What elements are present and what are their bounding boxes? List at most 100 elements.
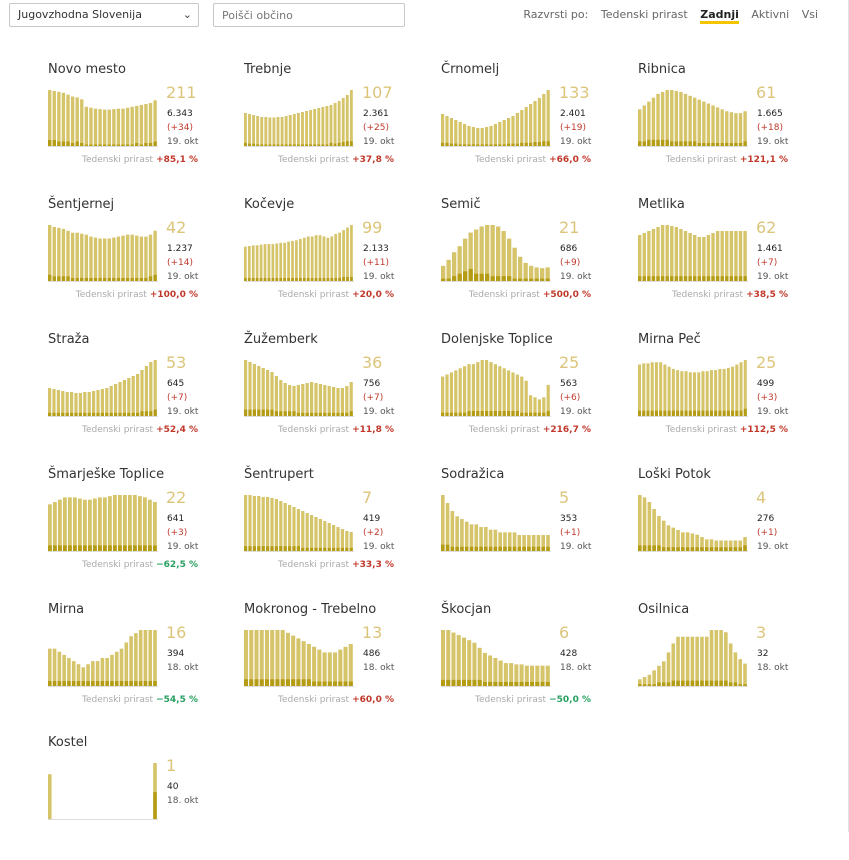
- new-cases-bar: [498, 681, 503, 686]
- municipality-card[interactable]: Šentjernej 42 1.237 (+14) 19. okt Tedenski pr…: [48, 197, 218, 322]
- municipality-card[interactable]: Novo mesto 211 6.343 (+34) 19. okt Tedenski p…: [48, 62, 218, 187]
- weekly-growth-value: +66,0 %: [549, 155, 591, 165]
- region-select[interactable]: Jugovzhodna Slovenija ⌄: [9, 3, 199, 27]
- new-cases-bar: [743, 408, 747, 416]
- municipality-card[interactable]: Trebnje 107 2.361 (+25) 19. okt Tedenski prir…: [244, 62, 414, 187]
- municipality-card[interactable]: Mokronog - Trebelno 13 486 18. okt Tedenski …: [244, 602, 414, 727]
- active-bar: [706, 235, 711, 281]
- sort-latest[interactable]: Zadnji: [700, 8, 739, 24]
- active-bar: [729, 112, 734, 146]
- last-update-date: 19. okt: [363, 542, 395, 552]
- active-bar: [138, 630, 143, 686]
- new-cases-bar: [95, 681, 100, 686]
- municipality-card[interactable]: Šmarješke Toplice 22 641 (+3) 19. okt Tedensk…: [48, 467, 218, 592]
- new-cases-bar: [296, 144, 300, 146]
- new-cases-bar: [350, 276, 353, 281]
- municipality-card[interactable]: Loški Potok 4 276 (+1) 19. okt: [638, 467, 808, 592]
- search-input[interactable]: [213, 3, 405, 27]
- active-bar: [702, 237, 706, 281]
- municipality-card[interactable]: Kostel 1 40 18. okt: [48, 735, 218, 860]
- sort-active[interactable]: Aktivni: [751, 8, 790, 21]
- new-cases-bar: [83, 412, 87, 416]
- municipality-card[interactable]: Kočevje 99 2.133 (+11) 19. okt Tedenski prira…: [244, 197, 414, 322]
- municipality-card[interactable]: Metlika 62 1.461 (+7) 19. okt Tedenski priras…: [638, 197, 808, 322]
- new-cases-bar: [541, 546, 546, 551]
- latest-active-count: 107: [362, 83, 393, 102]
- new-cases-bar: [144, 143, 148, 146]
- active-bar: [517, 535, 522, 551]
- active-bar: [474, 524, 479, 551]
- new-cases-bar: [652, 684, 656, 686]
- active-bar: [718, 368, 722, 416]
- municipality-card[interactable]: Semič 21 686 (+9) 19. okt Tedenski prirast +50…: [441, 197, 611, 322]
- active-bar: [451, 632, 456, 686]
- new-cases-bar: [313, 144, 317, 146]
- new-cases-bar: [124, 681, 129, 686]
- new-cases-bar: [697, 142, 701, 146]
- new-cases-bar: [98, 277, 102, 281]
- new-cases-bar: [719, 680, 723, 686]
- municipality-card[interactable]: Straža 53 645 (+7) 19. okt Tedenski prirast +5…: [48, 332, 218, 457]
- active-bar: [93, 498, 97, 551]
- active-bar: [661, 520, 666, 551]
- new-cases-bar: [128, 545, 132, 551]
- new-cases-bar: [107, 277, 111, 281]
- new-cases-bar: [660, 276, 665, 281]
- new-cases-bar: [738, 276, 743, 281]
- new-cases-bar: [446, 679, 451, 686]
- active-bar: [546, 384, 550, 416]
- new-cases-bar: [512, 278, 517, 281]
- weekly-growth: Tedenski prirast +121,1 %: [666, 155, 788, 165]
- active-bar: [78, 498, 82, 551]
- municipality-card[interactable]: Mirna 16 394 18. okt Tedenski prirast −54,5 %: [48, 602, 218, 727]
- active-bar: [133, 495, 137, 551]
- new-cases-bar: [739, 410, 743, 416]
- active-bar: [317, 649, 322, 686]
- active-bar: [70, 392, 74, 416]
- sort-weekly-growth[interactable]: Tedenski prirast: [600, 8, 688, 21]
- municipality-card[interactable]: Mirna Peč 25 499 (+3) 19. okt Tedenski priras…: [638, 332, 808, 457]
- municipality-card[interactable]: Ribnica 61 1.665 (+18) 19. okt Tedenski prira…: [638, 62, 808, 187]
- municipality-card[interactable]: Škocjan 6 428 18. okt Tedenski prirast −50,0 …: [441, 602, 611, 727]
- active-bar: [488, 529, 493, 551]
- active-bar: [484, 527, 488, 551]
- sort-all[interactable]: Vsi: [801, 8, 818, 21]
- new-cases-bar: [545, 681, 550, 686]
- municipality-card[interactable]: Osilnica 3 32 18. okt: [638, 602, 808, 727]
- new-cases-bar: [66, 276, 70, 281]
- new-cases-bar: [454, 143, 458, 146]
- active-bar: [107, 109, 111, 146]
- new-cases-bar: [529, 278, 534, 281]
- active-bar: [511, 116, 515, 146]
- municipality-card[interactable]: Dolenjske Toplice 25 563 (+6) 19. okt Tedensk…: [441, 332, 611, 457]
- active-bar: [349, 382, 353, 416]
- new-cases-bar: [118, 412, 122, 416]
- active-bar: [340, 529, 344, 551]
- active-bar: [103, 497, 107, 551]
- municipality-card[interactable]: Žužemberk 36 756 (+7) 19. okt Tedenski priras…: [244, 332, 414, 457]
- active-bar: [679, 229, 683, 281]
- new-cases-bar: [283, 411, 287, 416]
- active-bar: [650, 362, 654, 416]
- active-bar: [663, 364, 667, 416]
- active-bar: [288, 505, 292, 551]
- new-cases-bar: [266, 546, 270, 551]
- new-cases-bar: [284, 144, 288, 146]
- new-cases-bar: [109, 412, 113, 416]
- active-bar: [674, 90, 679, 146]
- active-bar: [105, 658, 109, 686]
- active-bar: [660, 225, 665, 281]
- municipality-card[interactable]: Šentrupert 7 419 (+2) 19. okt Tedenski priras…: [244, 467, 414, 592]
- municipality-card[interactable]: Sodražica 5 353 (+1) 19. okt: [441, 467, 611, 592]
- active-bar: [493, 658, 498, 686]
- new-cases-bar: [545, 278, 550, 281]
- active-bar: [676, 636, 680, 686]
- active-bar: [62, 654, 66, 686]
- new-cases-bar: [529, 412, 533, 416]
- municipality-card[interactable]: Črnomelj 133 2.401 (+19) 19. okt Tedenski pri…: [441, 62, 611, 187]
- weekly-growth-label: Tedenski prirast: [278, 155, 350, 165]
- total-cases: 756: [363, 379, 381, 389]
- active-bar: [743, 111, 747, 146]
- active-bar: [502, 368, 506, 416]
- active-bar: [681, 532, 685, 551]
